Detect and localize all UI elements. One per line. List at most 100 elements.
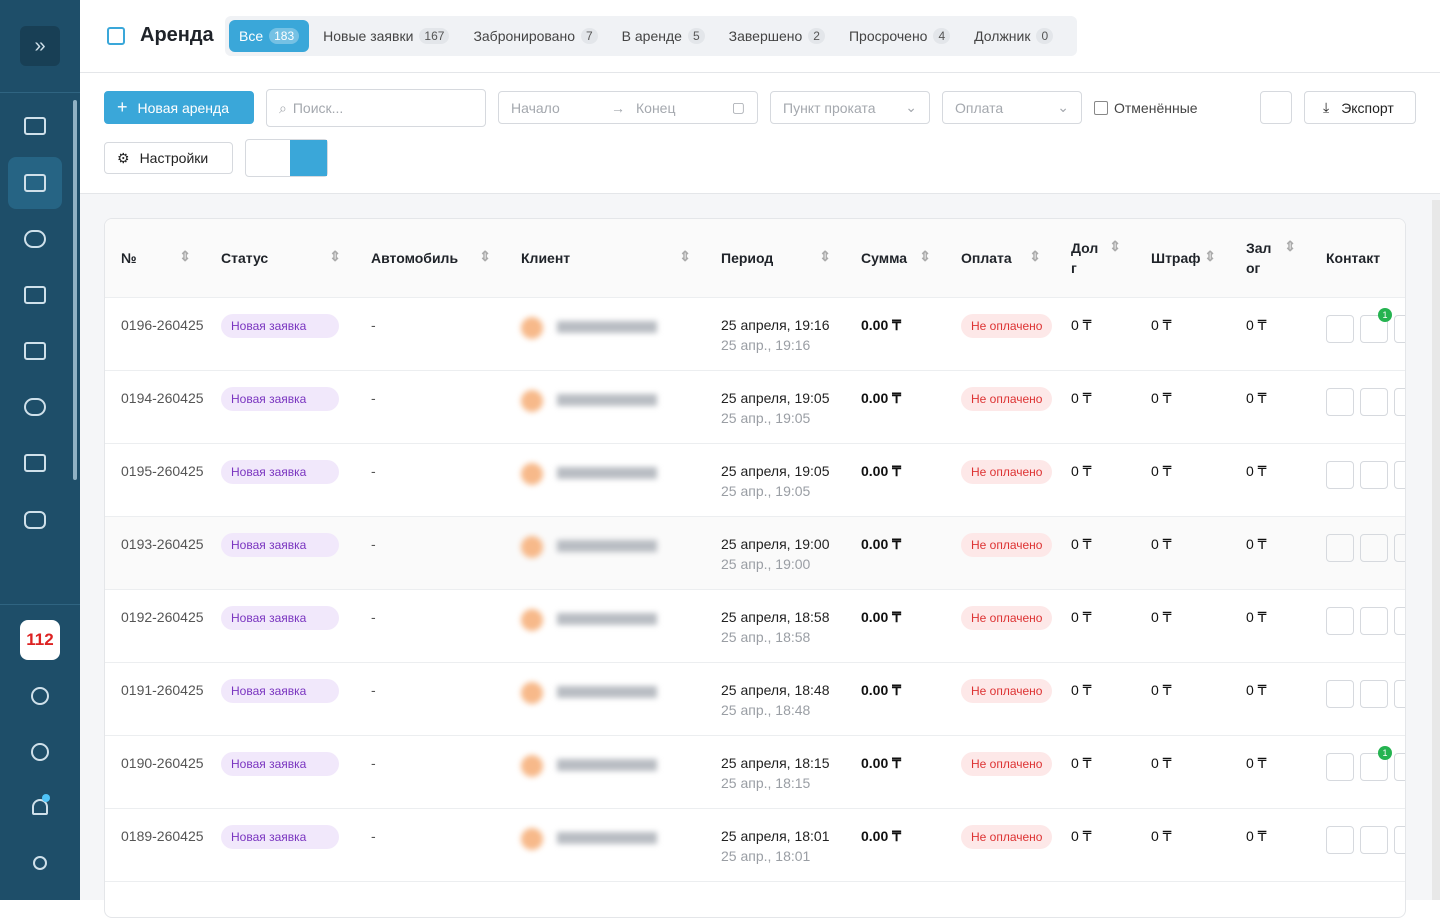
call-button[interactable] xyxy=(1326,679,1354,708)
chat-button[interactable] xyxy=(1360,825,1388,854)
cancelled-checkbox[interactable]: Отменённые xyxy=(1094,100,1198,116)
call-button[interactable] xyxy=(1326,460,1354,489)
table-row[interactable]: 0192-260425 Новая заявка - 25 апреля, 18:58… xyxy=(105,589,1405,663)
table-row[interactable]: 0193-260425 Новая заявка - 25 апреля, 19:00… xyxy=(105,516,1405,590)
sort-icon: ⇕ xyxy=(679,247,691,264)
cell: 0 ₸ xyxy=(1055,516,1135,590)
tab[interactable]: Завершено 2 xyxy=(719,20,835,52)
column-header[interactable]: Сумма ⇕ xyxy=(845,219,945,298)
column-header[interactable]: Долг ⇕ xyxy=(1055,219,1135,298)
cell: 0 ₸ xyxy=(1135,808,1230,882)
table-row[interactable]: 0194-260425 Новая заявка - 25 апреля, 19:05… xyxy=(105,370,1405,444)
more-button[interactable] xyxy=(1394,460,1405,489)
period: 25 апреля, 18:15 xyxy=(721,754,830,771)
more-button[interactable] xyxy=(1394,314,1405,343)
cell xyxy=(505,297,705,371)
car: - xyxy=(371,681,376,698)
nav-clients[interactable] xyxy=(24,230,46,248)
column-header[interactable]: Оплата ⇕ xyxy=(945,219,1055,298)
chat-button[interactable] xyxy=(1360,606,1388,635)
column-header[interactable]: Статус ⇕ xyxy=(205,219,355,298)
kanban-view[interactable] xyxy=(246,140,290,176)
call-button[interactable] xyxy=(1326,387,1354,416)
table-row[interactable]: 0190-260425 Новая заявка - 25 апреля, 18:15… xyxy=(105,735,1405,809)
client-blurred xyxy=(521,316,705,339)
more-button[interactable] xyxy=(1394,387,1405,416)
call-button[interactable] xyxy=(1326,752,1354,781)
more-button[interactable] xyxy=(1394,606,1405,635)
cell: 0 ₸ xyxy=(1230,370,1310,444)
sos-badge[interactable]: 112 xyxy=(20,620,60,660)
cell: 0.00 ₸ xyxy=(845,443,945,517)
sum: 0.00 ₸ xyxy=(861,608,902,625)
nav-chat[interactable] xyxy=(24,286,46,304)
cell xyxy=(1310,370,1405,444)
nav-cars[interactable] xyxy=(24,511,46,529)
table-row[interactable]: 0191-260425 Новая заявка - 25 апреля, 18:48… xyxy=(105,662,1405,736)
chat-button[interactable]: 1 xyxy=(1360,745,1392,781)
sum: 0.00 ₸ xyxy=(861,316,902,333)
payment-select[interactable]: Оплата ⌄ xyxy=(942,91,1082,124)
export-button[interactable]: ⤓ Экспорт xyxy=(1304,91,1416,124)
column-header[interactable]: Клиент ⇕ xyxy=(505,219,705,298)
cell: - xyxy=(355,370,505,444)
rental-id: 0193-260425 xyxy=(121,535,204,552)
new-rental-button[interactable]: + Новая аренда xyxy=(104,91,254,124)
call-button[interactable] xyxy=(1326,825,1354,854)
column-header[interactable]: Залог ⇕ xyxy=(1230,219,1310,298)
date-range[interactable]: Начало → Конец ▢ xyxy=(498,91,758,124)
nav-help[interactable] xyxy=(31,743,49,761)
fine: 0 ₸ xyxy=(1151,316,1172,333)
table-view[interactable] xyxy=(290,140,327,176)
location-select[interactable]: Пункт проката ⌄ xyxy=(770,91,930,124)
nav-notifications[interactable] xyxy=(32,799,48,815)
nav-profile[interactable] xyxy=(33,856,47,870)
more-button[interactable] xyxy=(1394,752,1405,781)
search-input[interactable]: ⌕ Поиск... xyxy=(266,89,486,127)
chat-button[interactable] xyxy=(1360,533,1388,562)
settings-button[interactable]: ⚙ Настройки xyxy=(104,142,233,174)
table-row[interactable]: 0189-260425 Новая заявка - 25 апреля, 18:01… xyxy=(105,808,1405,882)
tab[interactable]: Забронировано 7 xyxy=(463,20,607,52)
column-header[interactable]: Штраф ⇕ xyxy=(1135,219,1230,298)
tab[interactable]: Должник 0 xyxy=(964,20,1063,52)
cell xyxy=(505,370,705,444)
active-nav[interactable] xyxy=(8,157,62,209)
tab[interactable]: Все 183 xyxy=(229,20,310,52)
more-button[interactable] xyxy=(1394,533,1405,562)
nav-rentals[interactable] xyxy=(24,174,46,192)
status-pill: Новая заявка xyxy=(221,532,339,557)
more-button[interactable] xyxy=(1394,679,1405,708)
new-rental-label: Новая аренда xyxy=(137,99,229,116)
more-button[interactable] xyxy=(1394,825,1405,854)
cash-button[interactable] xyxy=(1260,91,1292,124)
fine: 0 ₸ xyxy=(1151,754,1172,771)
chat-button[interactable] xyxy=(1360,460,1388,489)
expand-button[interactable]: » xyxy=(20,26,60,66)
nav-dashboard[interactable] xyxy=(24,117,46,135)
tab[interactable]: В аренде 5 xyxy=(612,20,715,52)
table-row[interactable]: 0196-260425 Новая заявка - 25 апреля, 19:16… xyxy=(105,297,1405,371)
tab[interactable]: Новые заявки 167 xyxy=(313,20,459,52)
tab[interactable]: Просрочено 4 xyxy=(839,20,960,52)
rental-id: 0194-260425 xyxy=(121,389,204,406)
call-button[interactable] xyxy=(1326,606,1354,635)
call-button[interactable] xyxy=(1326,533,1354,562)
nav-tasks[interactable] xyxy=(24,398,46,416)
nav-reports[interactable] xyxy=(24,454,46,472)
period: 25 апреля, 19:16 xyxy=(721,316,830,333)
table-row[interactable]: 0195-260425 Новая заявка - 25 апреля, 19:05… xyxy=(105,443,1405,517)
nav-docs[interactable] xyxy=(24,342,46,360)
cell: Не оплачено xyxy=(945,808,1055,882)
nav-settings[interactable] xyxy=(31,687,49,705)
chat-button[interactable] xyxy=(1360,679,1388,708)
column-header[interactable]: Период ⇕ xyxy=(705,219,845,298)
chat-button[interactable] xyxy=(1360,387,1388,416)
chat-button[interactable]: 1 xyxy=(1360,307,1392,343)
call-button[interactable] xyxy=(1326,314,1354,343)
column-header[interactable]: Контакт xyxy=(1310,219,1405,298)
cell: 0.00 ₸ xyxy=(845,516,945,590)
column-header[interactable]: Автомобиль ⇕ xyxy=(355,219,505,298)
column-header[interactable]: № ⇕ xyxy=(105,219,205,298)
tab-count: 2 xyxy=(808,28,825,44)
